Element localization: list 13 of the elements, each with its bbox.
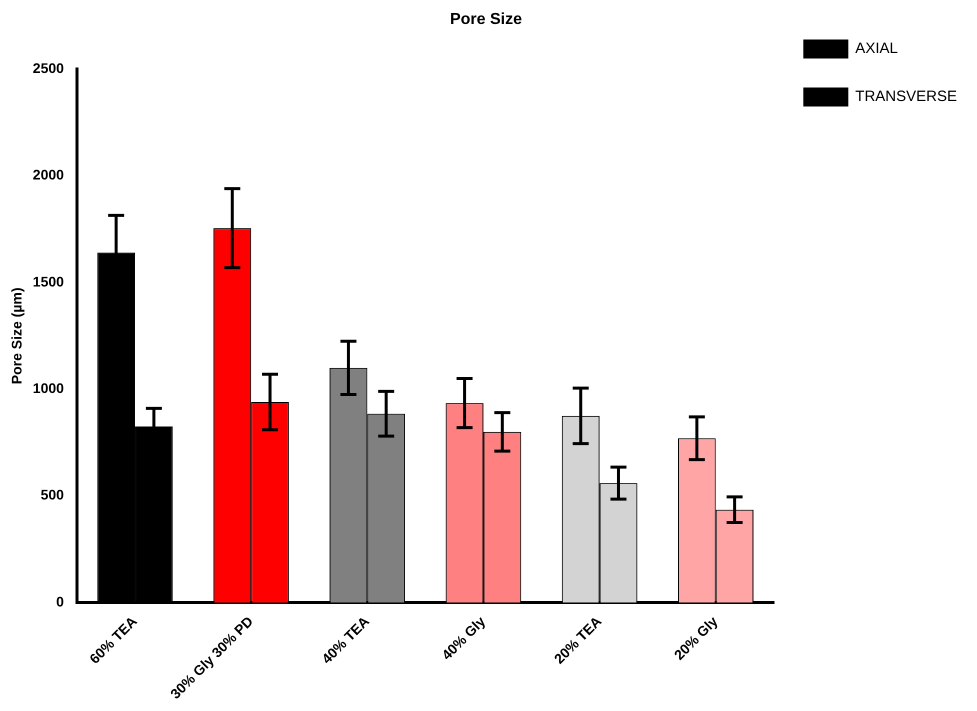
chart-title: Pore Size — [450, 11, 522, 28]
y-tick-label: 500 — [40, 486, 64, 503]
y-tick-label: 1000 — [32, 380, 64, 396]
y-tick-label: 2000 — [32, 166, 64, 183]
y-tick-label: 1500 — [32, 273, 64, 290]
legend-label: AXIAL — [855, 40, 898, 58]
y-axis-title: Pore Size (µm) — [8, 287, 24, 384]
y-tick-label: 2500 — [32, 60, 64, 76]
legend-label: TRANSVERSE — [855, 88, 958, 106]
x-tick-label: 60% TEA — [86, 613, 140, 667]
x-tick-label: 40% TEA — [318, 613, 372, 667]
x-tick-label: 40% Gly — [438, 612, 488, 663]
y-tick-label: 0 — [56, 593, 64, 610]
